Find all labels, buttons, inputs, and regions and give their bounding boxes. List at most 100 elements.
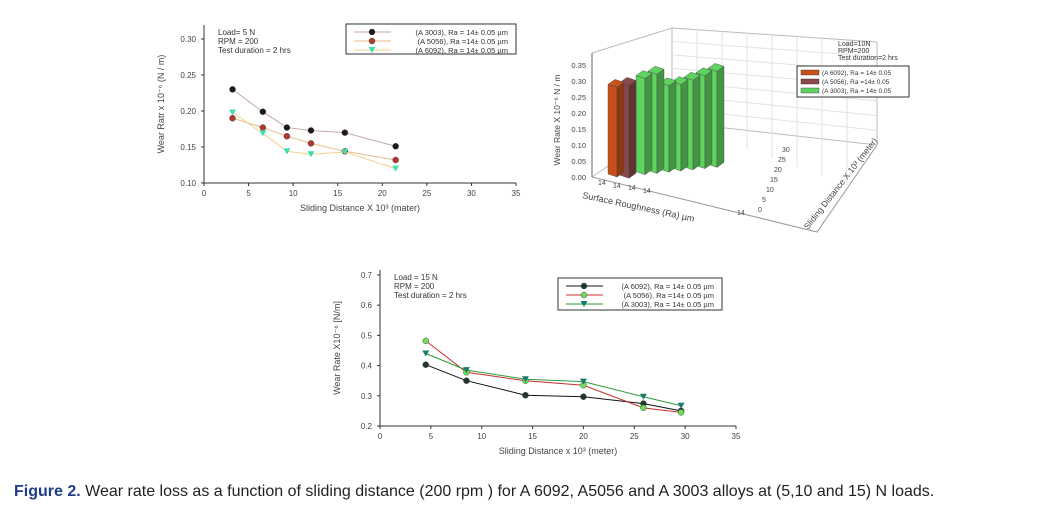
x-tick-label: 20 (378, 189, 387, 198)
figure-canvas: 0 5 10 15 20 25 30 350.100.150.200.250.30Slidin… (156, 23, 910, 456)
x-tick-label: 14 (613, 183, 621, 190)
y-tick-label: 0.3 (361, 392, 373, 401)
y-tick-label: 0.30 (180, 35, 196, 44)
data-point (392, 143, 399, 150)
y-tick-label: 0.05 (571, 157, 586, 166)
data-point (463, 377, 470, 384)
y-tick-label: 0.5 (361, 331, 373, 340)
x-tick-label: 14 (628, 185, 636, 192)
line-chart-3: 0 5 10 15 20 25 30 35 0.2 0.3 0.4 0.5 0.6 0.7 Sliding … (332, 270, 741, 456)
data-point (639, 393, 647, 400)
x-tick-label: 35 (512, 189, 521, 198)
x-tick-label: 15 (528, 432, 537, 441)
data-point (640, 404, 647, 412)
x-tick-label: 25 (630, 432, 639, 441)
data-point (283, 124, 291, 131)
x-tick-label: 0 (202, 189, 207, 198)
y-tick-label: 0.4 (361, 362, 373, 371)
data-point (579, 378, 587, 385)
y-axis-label: Wear Rate X 10⁻⁶ N / m (552, 75, 562, 166)
data-point (521, 376, 529, 383)
y-tick-label: 0.20 (571, 109, 586, 118)
figure-caption: Figure 2. Wear rate loss as a function o… (14, 480, 1049, 503)
legend-label: (A 6092), Ra = 14± 0.05 µm (622, 282, 714, 291)
data-point (368, 47, 376, 53)
x-tick-label: 20 (579, 432, 588, 441)
data-point (229, 109, 237, 116)
data-point (677, 402, 685, 409)
bar-side (680, 79, 689, 172)
legend-label: (A 3003), Ra = 14± 0.05 µm (622, 300, 714, 309)
bar-top (647, 65, 665, 75)
data-point (283, 132, 291, 140)
x-tick-label: 10 (477, 432, 486, 441)
caption-label: Figure 2. (14, 483, 81, 500)
x-tick-label: 14 (598, 180, 606, 187)
x-tick-label: 14 (643, 188, 651, 195)
bar-side (628, 80, 637, 179)
floor-edge (591, 144, 878, 233)
data-point (341, 129, 349, 136)
annotation-text: Load= 5 N (218, 28, 255, 37)
data-point (422, 350, 430, 357)
y-tick-label: 0.10 (571, 141, 586, 150)
legend-swatch (800, 87, 820, 94)
data-point (422, 337, 429, 345)
z-tick-label: 15 (770, 177, 778, 184)
bar-side (656, 68, 665, 174)
annotation-text: RPM = 200 (394, 282, 435, 291)
y-tick-label: 0.15 (571, 125, 586, 134)
legend-label: (A 5056), Ra =14± 0.05 (822, 79, 890, 86)
y-tick-label: 0.35 (571, 61, 586, 70)
annotation-text: Test duration=2 hrs (838, 55, 898, 62)
data-point (307, 151, 315, 158)
legend-label: (A 5056), Ra =14± 0.05 µm (624, 291, 714, 300)
data-point (259, 108, 267, 115)
bar-top (683, 71, 701, 81)
data-point (580, 393, 587, 400)
bar-side (716, 66, 725, 168)
legend-swatch (800, 78, 820, 85)
annotation-text: Load = 15 N (394, 273, 438, 282)
data-point (522, 391, 529, 399)
bar-top (607, 79, 625, 88)
y-tick-label: 0.20 (180, 107, 196, 116)
annotation-text: RPM = 200 (218, 37, 259, 46)
data-point (462, 367, 470, 374)
data-point (229, 114, 236, 122)
x-axis-label: Surface Roughness (Ra) µm (582, 190, 696, 224)
data-point (368, 28, 376, 36)
data-point (259, 124, 267, 131)
grid-line (671, 40, 878, 58)
bar-side (644, 73, 653, 175)
legend-label: (A 6092), Ra = 14± 0.05 µm (416, 46, 508, 55)
x-tick-label: 14 (737, 210, 745, 217)
x-tick-label: 0 (378, 432, 383, 441)
data-point (392, 156, 399, 164)
y-tick-label: 0.25 (571, 93, 586, 102)
y-tick-label: 0.25 (180, 71, 196, 80)
x-tick-label: 35 (732, 432, 741, 441)
legend-label: (A 3003), Ra = 14± 0.05 (822, 88, 892, 95)
data-point (307, 127, 315, 134)
series-line (425, 353, 682, 407)
data-point (283, 148, 291, 155)
legend-label: (A 6092), Ra = 14± 0.05 (822, 70, 892, 77)
data-point (341, 149, 349, 156)
x-tick-label: 30 (467, 189, 476, 198)
caption-text: Wear rate loss as a function of sliding … (80, 483, 935, 500)
z-axis-label: Sliding Distance X 10³ (meter) (802, 136, 880, 232)
legend-swatch (800, 69, 820, 76)
z-tick-label: 25 (778, 157, 786, 164)
bar-side (616, 82, 625, 178)
y-tick-label: 0.7 (361, 271, 373, 280)
data-point (422, 361, 429, 368)
line-chart-1: 0 5 10 15 20 25 30 35 0.10 0.15 0.20 0.25 0.30 Slidin… (156, 23, 521, 213)
bar-top (707, 63, 725, 72)
bar-top (635, 70, 653, 79)
x-tick-label: 5 (246, 189, 251, 198)
y-axis-label: Wear Rate X10⁻⁶ [N/m] (332, 301, 342, 395)
series-line (232, 117, 396, 161)
x-tick-label: 25 (422, 189, 431, 198)
data-point (259, 130, 267, 137)
